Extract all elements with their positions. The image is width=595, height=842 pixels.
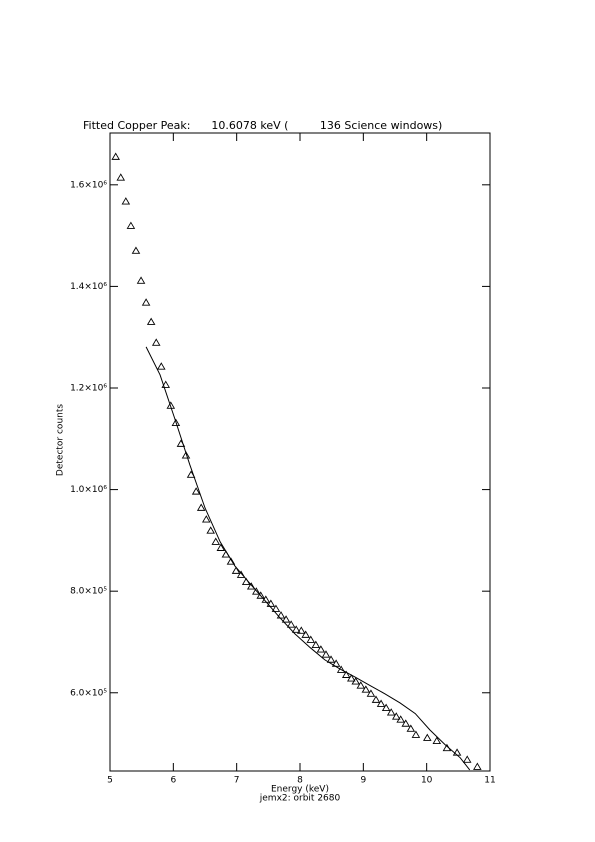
data-point (111, 152, 120, 160)
data-point (256, 591, 266, 599)
data-point (181, 451, 191, 459)
data-point (206, 526, 215, 534)
data-point (351, 677, 361, 685)
subtitle: jemx2: orbit 2680 (259, 794, 341, 804)
data-point (201, 515, 211, 523)
fit-line (145, 346, 471, 771)
data-point (121, 197, 131, 205)
data-point (311, 640, 321, 648)
data-point (286, 620, 296, 628)
data-point (386, 708, 396, 716)
data-point (126, 221, 136, 229)
data-point (376, 699, 386, 707)
data-point (281, 615, 291, 623)
x-tick-label: 6 (170, 776, 176, 786)
x-tick-label: 9 (360, 776, 366, 786)
data-point (271, 604, 281, 612)
data-point (231, 566, 241, 574)
data-point (316, 645, 326, 653)
data-point (157, 362, 166, 370)
y-tick-label: 6.0×10⁵ (70, 688, 107, 698)
data-point (321, 650, 331, 658)
data-point (191, 487, 201, 495)
data-point (396, 715, 405, 723)
data-point (336, 665, 346, 673)
data-point (252, 587, 261, 595)
data-point (462, 755, 472, 763)
data-point (391, 712, 401, 720)
x-tick-label: 5 (107, 776, 113, 786)
data-point (116, 173, 126, 181)
data-point (161, 380, 171, 388)
y-tick-label: 8.0×10⁵ (70, 587, 107, 597)
x-tick-label: 8 (297, 776, 303, 786)
data-point (301, 630, 310, 638)
data-point (406, 724, 416, 732)
y-tick-label: 1.2×10⁶ (70, 383, 107, 393)
data-point (432, 736, 442, 744)
data-point (326, 655, 336, 663)
data-point (296, 626, 306, 634)
data-point (141, 298, 151, 306)
data-point (401, 719, 411, 727)
data-point (473, 762, 482, 770)
data-point (266, 599, 276, 607)
data-point (216, 543, 226, 551)
chart-title: Fitted Copper Peak: 10.6078 keV ( 136 Sc… (83, 119, 442, 132)
data-point (136, 276, 146, 284)
data-point (171, 418, 181, 426)
x-axis-label: Energy (keV) (271, 785, 329, 795)
data-point (196, 503, 206, 511)
data-point (411, 730, 421, 738)
data-point (276, 611, 286, 619)
data-point (356, 681, 366, 689)
data-point (146, 317, 156, 325)
data-point (306, 635, 316, 643)
data-point (211, 537, 221, 545)
data-point (381, 703, 391, 711)
x-tick-label: 11 (484, 776, 495, 786)
y-axis-label: Detector counts (56, 404, 66, 476)
x-tick-label: 7 (234, 776, 240, 786)
data-point (151, 338, 161, 346)
data-point (131, 246, 141, 254)
data-point (371, 695, 381, 703)
data-point (341, 670, 351, 678)
y-tick-label: 1.4×10⁶ (70, 282, 107, 292)
data-point (226, 557, 236, 565)
data-point (361, 685, 371, 693)
data-point (347, 674, 356, 682)
y-tick-label: 1.0×10⁶ (70, 485, 107, 495)
data-point (246, 582, 256, 590)
data-point (366, 689, 376, 697)
y-tick-label: 1.6×10⁶ (70, 180, 107, 190)
x-tick-label: 10 (421, 776, 433, 786)
data-point (423, 733, 432, 741)
data-point (236, 570, 246, 578)
data-point (291, 625, 301, 633)
